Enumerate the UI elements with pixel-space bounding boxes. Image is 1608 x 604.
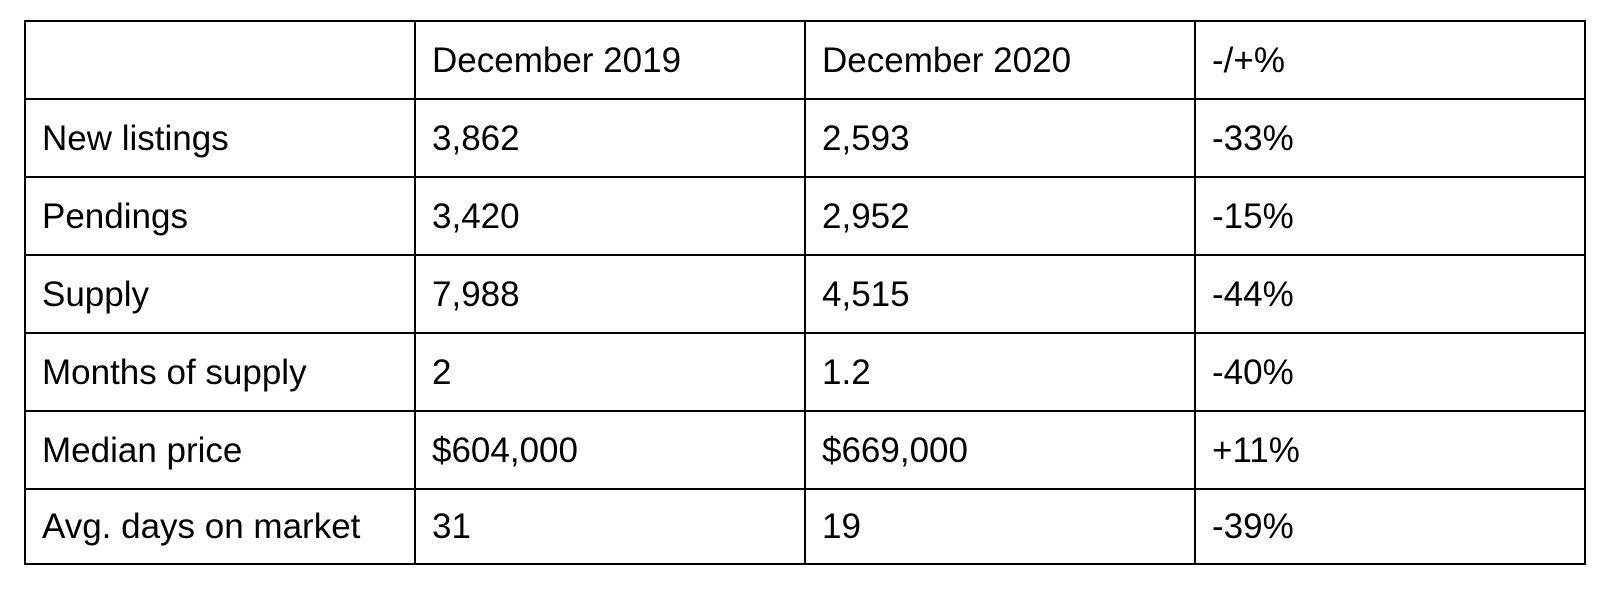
value-december-2019: 7,988 [414, 254, 806, 334]
row-label: Median price [24, 410, 416, 490]
table-row: Pendings 3,420 2,952 -15% [24, 176, 1586, 256]
value-change: -39% [1194, 488, 1586, 565]
value-december-2020: 1.2 [804, 332, 1196, 412]
value-change: -40% [1194, 332, 1586, 412]
value-december-2019: 3,862 [414, 98, 806, 178]
header-cell-december-2019: December 2019 [414, 20, 806, 100]
header-row: December 2019 December 2020 -/+% [24, 20, 1586, 100]
row-label: Months of supply [24, 332, 416, 412]
value-december-2019: 31 [414, 488, 806, 565]
value-december-2019: $604,000 [414, 410, 806, 490]
value-change: -15% [1194, 176, 1586, 256]
table-row: Avg. days on market 31 19 -39% [24, 488, 1586, 565]
value-december-2020: 19 [804, 488, 1196, 565]
value-december-2019: 3,420 [414, 176, 806, 256]
value-december-2020: 2,593 [804, 98, 1196, 178]
row-label: Pendings [24, 176, 416, 256]
value-change: +11% [1194, 410, 1586, 490]
value-december-2020: $669,000 [804, 410, 1196, 490]
header-cell-change: -/+% [1194, 20, 1586, 100]
value-december-2019: 2 [414, 332, 806, 412]
header-cell-december-2020: December 2020 [804, 20, 1196, 100]
row-label: New listings [24, 98, 416, 178]
value-change: -33% [1194, 98, 1586, 178]
value-december-2020: 2,952 [804, 176, 1196, 256]
row-label: Supply [24, 254, 416, 334]
row-label: Avg. days on market [24, 488, 416, 565]
table-row: New listings 3,862 2,593 -33% [24, 98, 1586, 178]
table-row: Median price $604,000 $669,000 +11% [24, 410, 1586, 490]
value-december-2020: 4,515 [804, 254, 1196, 334]
header-cell-empty [24, 20, 416, 100]
table-row: Supply 7,988 4,515 -44% [24, 254, 1586, 334]
table-row: Months of supply 2 1.2 -40% [24, 332, 1586, 412]
market-stats-table: December 2019 December 2020 -/+% New lis… [24, 20, 1586, 565]
value-change: -44% [1194, 254, 1586, 334]
